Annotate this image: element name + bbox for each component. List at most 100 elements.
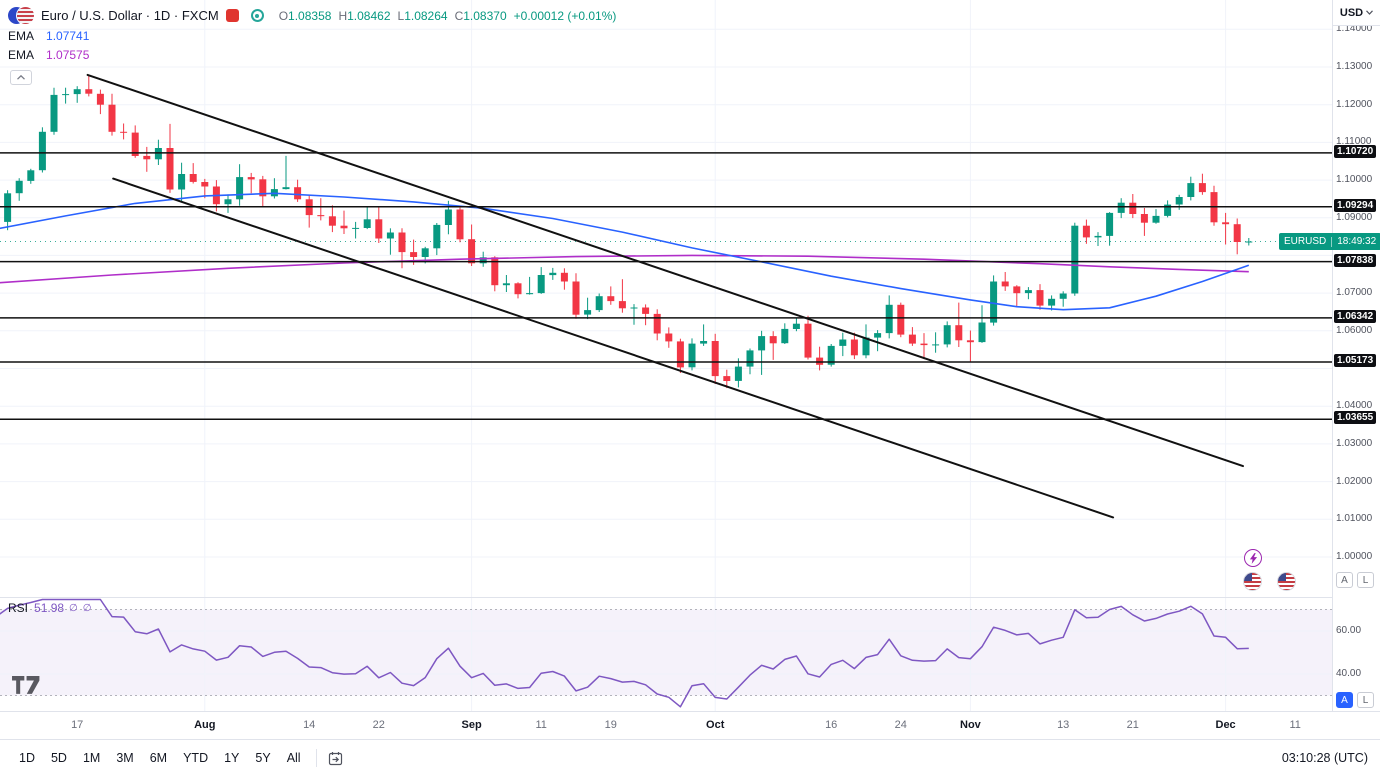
price-axis-label: 1.04000 bbox=[1336, 400, 1373, 412]
symbol-legend-row[interactable]: Euro / U.S. Dollar · 1D · FXCM O 1.08358 … bbox=[8, 5, 616, 26]
price-level-badge: 1.06342 bbox=[1334, 309, 1377, 323]
open-label: O bbox=[278, 8, 289, 23]
price-axis-label: 1.07000 bbox=[1336, 287, 1373, 299]
price-scale[interactable]: 1.14000 1.13000 1.12000 1.11000 1.10000 1.090… bbox=[1332, 0, 1380, 711]
eurusd-pair-logo-icon bbox=[8, 6, 35, 25]
rsi-axis-label: 40.00 bbox=[1336, 668, 1362, 679]
date-range-buttons: 1D 5D 1M 3M 6M YTD 1Y 5Y All bbox=[12, 746, 308, 770]
legend: Euro / U.S. Dollar · 1D · FXCM O 1.08358 … bbox=[8, 5, 616, 64]
low-value: 1.08264 bbox=[404, 8, 448, 23]
ema-slow-value: 1.07575 bbox=[46, 47, 90, 62]
close-value: 1.08370 bbox=[463, 8, 507, 23]
range-button-5y[interactable]: 5Y bbox=[248, 746, 277, 770]
range-button-all[interactable]: All bbox=[280, 746, 308, 770]
price-level-badge: 1.09294 bbox=[1334, 198, 1377, 212]
price-level-badge: 1.05173 bbox=[1334, 354, 1377, 367]
range-button-6m[interactable]: 6M bbox=[143, 746, 174, 770]
change-value: +0.00012 (+0.01%) bbox=[513, 8, 617, 23]
pane-divider[interactable] bbox=[0, 597, 1380, 598]
price-axis-label: 1.13000 bbox=[1336, 61, 1373, 72]
ema-fast-name: EMA bbox=[8, 28, 35, 43]
time-axis-label: Dec bbox=[1215, 719, 1236, 731]
go-to-date-icon bbox=[328, 751, 342, 765]
rsi-arg: ∅ bbox=[82, 602, 92, 614]
time-axis-label: Sep bbox=[461, 719, 482, 731]
bottom-toolbar: 1D 5D 1M 3M 6M YTD 1Y 5Y All 03:10:28 (UTC) bbox=[0, 739, 1380, 776]
tradingview-watermark bbox=[12, 676, 40, 700]
currency-unit-selector[interactable]: USD bbox=[1332, 0, 1380, 26]
price-axis-label: 1.00000 bbox=[1336, 551, 1373, 562]
fxcm-exchange-logo-icon bbox=[225, 9, 239, 22]
price-level-badge: 1.07838 bbox=[1334, 253, 1377, 267]
us-flag-event-icon[interactable] bbox=[1244, 573, 1261, 590]
time-axis-label: 16 bbox=[825, 719, 838, 731]
last-price-badge: EURUSD 18:49:32 bbox=[1279, 233, 1380, 250]
price-axis-label: 1.12000 bbox=[1336, 98, 1373, 110]
ema-fast-value: 1.07741 bbox=[46, 28, 90, 43]
rsi-axis-label: 60.00 bbox=[1336, 625, 1362, 636]
alert-lightning-button[interactable] bbox=[1244, 549, 1262, 567]
market-status-icon[interactable] bbox=[250, 9, 264, 22]
ema-slow-name: EMA bbox=[8, 47, 35, 62]
rsi-name: RSI bbox=[8, 601, 29, 615]
tradingview-logo-icon bbox=[12, 676, 40, 694]
open-value: 1.08358 bbox=[288, 8, 332, 23]
price-axis-label: 1.09000 bbox=[1336, 211, 1373, 223]
range-button-3m[interactable]: 3M bbox=[109, 746, 140, 770]
time-axis-label: Nov bbox=[960, 719, 981, 731]
ema-fast-indicator-row[interactable]: EMA 1.07741 bbox=[8, 26, 616, 45]
time-scale[interactable]: 17 Aug 14 22 Sep 11 19 Oct 16 24 Nov 13 21 Dec 11 bbox=[0, 712, 1380, 739]
range-button-ytd[interactable]: YTD bbox=[176, 746, 215, 770]
symbol-title: Euro / U.S. Dollar · 1D · FXCM bbox=[41, 8, 219, 23]
time-axis-label: 14 bbox=[303, 719, 316, 731]
rsi-value: 51.98 bbox=[34, 601, 65, 615]
price-axis-label: 1.14000 bbox=[1336, 23, 1373, 35]
rsi-indicator-row[interactable]: RSI 51.98 ∅ ∅ bbox=[8, 601, 91, 615]
time-axis-label: 21 bbox=[1126, 719, 1139, 731]
go-to-date-button[interactable] bbox=[325, 748, 346, 769]
price-axis-label: 1.03000 bbox=[1336, 437, 1373, 449]
ohlc-readout: O 1.08358 H 1.08462 L 1.08264 C 1.08370 +0.0… bbox=[272, 9, 617, 23]
time-axis-label: 11 bbox=[1289, 719, 1301, 731]
range-button-5d[interactable]: 5D bbox=[44, 746, 74, 770]
high-label: H bbox=[338, 8, 348, 23]
close-label: C bbox=[454, 8, 464, 23]
rsi-arg: ∅ bbox=[69, 602, 78, 614]
price-axis-label: 1.11000 bbox=[1336, 136, 1372, 148]
badge-divider bbox=[1331, 236, 1333, 247]
range-button-1d[interactable]: 1D bbox=[12, 746, 42, 770]
price-axis-label: 1.01000 bbox=[1336, 513, 1373, 525]
chevron-down-icon bbox=[1366, 10, 1374, 15]
low-label: L bbox=[397, 8, 405, 23]
price-axis-label: 1.10000 bbox=[1336, 174, 1373, 186]
time-axis-label: Aug bbox=[194, 719, 216, 731]
time-axis-label: 13 bbox=[1057, 719, 1070, 731]
utc-clock[interactable]: 03:10:28 (UTC) bbox=[1281, 751, 1368, 765]
currency-unit-label: USD bbox=[1339, 6, 1364, 19]
time-axis-label: 17 bbox=[71, 719, 84, 731]
range-button-1m[interactable]: 1M bbox=[76, 746, 107, 770]
us-flag-event-icon[interactable] bbox=[1278, 573, 1295, 590]
time-axis-label: 22 bbox=[372, 719, 385, 731]
badge-countdown: 18:49:32 bbox=[1337, 236, 1377, 247]
ema-slow-indicator-row[interactable]: EMA 1.07575 bbox=[8, 45, 616, 64]
price-axis-label: 1.06000 bbox=[1336, 324, 1373, 336]
high-value: 1.08462 bbox=[347, 8, 391, 23]
rsi-pane[interactable] bbox=[0, 597, 1332, 711]
rsi-scale-auto-button[interactable]: A bbox=[1336, 692, 1353, 708]
badge-symbol: EURUSD bbox=[1284, 236, 1327, 247]
range-button-1y[interactable]: 1Y bbox=[217, 746, 246, 770]
lightning-icon bbox=[1249, 552, 1257, 564]
price-scale-log-button[interactable]: L bbox=[1357, 572, 1374, 588]
price-level-badge: 1.10720 bbox=[1334, 144, 1377, 158]
time-axis-label: 11 bbox=[535, 719, 547, 731]
price-axis-label: 1.02000 bbox=[1336, 475, 1373, 487]
collapse-legend-button[interactable] bbox=[10, 70, 32, 85]
price-pane[interactable] bbox=[0, 0, 1332, 597]
rsi-scale-log-button[interactable]: L bbox=[1357, 692, 1374, 708]
time-axis-divider bbox=[0, 711, 1380, 712]
chevron-up-icon bbox=[17, 75, 25, 80]
time-axis-label: Oct bbox=[706, 719, 725, 731]
price-scale-auto-button[interactable]: A bbox=[1336, 572, 1353, 588]
